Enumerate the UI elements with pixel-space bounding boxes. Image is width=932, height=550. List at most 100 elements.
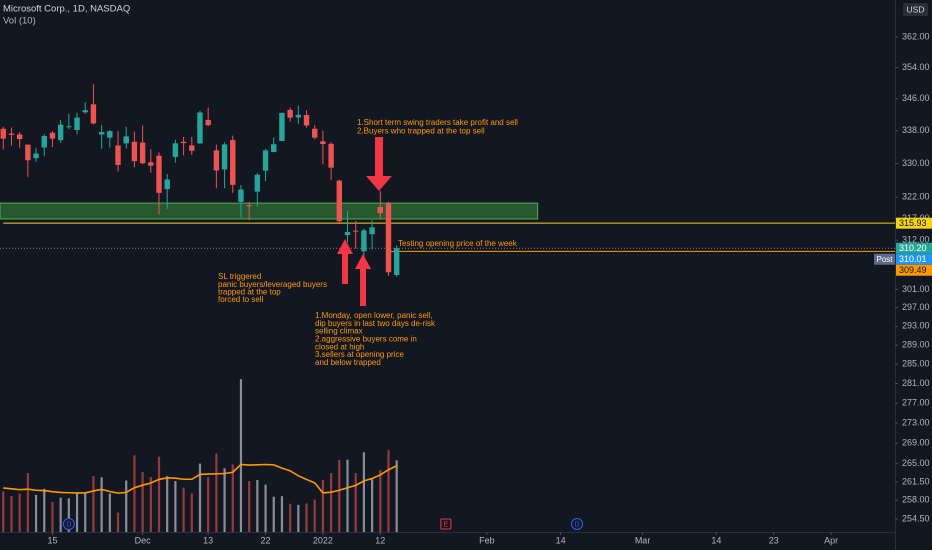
axis-layer: D E D 362.00 354.00 346.00 338.00 330.00 322.00 3… (47, 31, 932, 545)
candle-body (238, 189, 244, 202)
x-tick-label: 12 (375, 535, 385, 545)
annotation-text: 1.Short term swing traders take profit a… (357, 118, 518, 127)
annotation-text: 2.aggressive buyers come in (315, 335, 417, 344)
volume-bar (67, 498, 70, 532)
candle-body (156, 155, 162, 193)
y-tick-label: 362.00 (902, 31, 930, 41)
indicator-label: Vol (10) (3, 16, 36, 27)
volume-bar (272, 496, 275, 532)
candle-body (115, 145, 121, 165)
candle-body (82, 110, 88, 113)
x-tick-label: 2022 (313, 535, 333, 545)
back-layer (0, 202, 895, 252)
event-marker[interactable] (62, 518, 75, 530)
candle-body (254, 174, 261, 192)
volume-bar (280, 496, 284, 532)
candle-body (180, 141, 187, 144)
volume-bar (239, 379, 243, 532)
annotation-text: Testing opening price of the week (398, 239, 518, 248)
candle-body (57, 124, 64, 141)
x-tick-label: 14 (711, 535, 721, 545)
y-tick-label: 261.50 (902, 476, 930, 486)
candle-body (25, 144, 31, 161)
volume-bar (264, 484, 267, 532)
candle-body (16, 134, 23, 140)
candle-body (164, 179, 170, 190)
volume-bar (166, 476, 169, 532)
volume-bar (2, 491, 5, 532)
x-tick-label: 14 (556, 535, 566, 545)
event-marker[interactable] (570, 518, 583, 530)
chart-title: Microsoft Corp., 1D, NASDAQ (3, 4, 130, 15)
event-marker[interactable] (440, 518, 452, 530)
y-tick-label: 277.00 (902, 397, 930, 407)
candle-body (148, 162, 154, 166)
volume-bar (125, 480, 128, 532)
volume-bar (379, 470, 382, 532)
candle-body (189, 145, 195, 151)
arrow-up (337, 239, 353, 284)
candle-body (312, 128, 318, 138)
arrow-down (366, 137, 392, 191)
y-tick-label: 254.50 (902, 513, 930, 523)
event-label[interactable]: D (66, 521, 71, 528)
annotation-text: 3.sellers at opening price (315, 350, 404, 359)
currency-label[interactable]: USD (907, 4, 925, 14)
candle-body (139, 142, 146, 164)
candle-body (49, 132, 56, 139)
session-tag (874, 253, 895, 265)
price-tag (896, 242, 932, 254)
candle-body (279, 112, 285, 141)
volume-ma-line (3, 463, 398, 494)
volume-bar (362, 452, 366, 532)
price-tag (896, 264, 932, 276)
volume-bar (182, 487, 185, 532)
volume-bar (248, 481, 251, 532)
x-tick-label: Feb (479, 535, 495, 545)
candle-body (246, 205, 252, 207)
candle-body (393, 248, 400, 275)
volume-bar (330, 473, 333, 532)
volume-bar (84, 492, 87, 532)
y-tick-label: 269.00 (902, 438, 930, 448)
candle-body (41, 135, 47, 148)
arrow-up (355, 254, 371, 306)
candle-body (303, 115, 310, 126)
candle-layer (0, 84, 400, 277)
candle-body (172, 143, 179, 157)
price-tag-label: 315.93 (899, 218, 927, 228)
y-tick-label: 289.00 (902, 339, 930, 349)
volume-bar (92, 476, 95, 532)
candle-body (230, 140, 236, 185)
candle-body (98, 132, 105, 135)
volume-bar (34, 494, 38, 532)
candle-body (295, 114, 302, 118)
volume-bar (43, 488, 46, 532)
annotation-text: 1.Monday, open lower, panic sell, (315, 311, 433, 320)
volume-bar (207, 477, 210, 532)
x-tick-label: 15 (47, 535, 57, 545)
volume-bar (157, 456, 161, 532)
volume-bar (297, 504, 300, 532)
y-tick-label: 346.00 (902, 93, 930, 103)
volume-bar (370, 479, 374, 532)
volume-bar (51, 501, 54, 532)
event-label[interactable]: D (574, 521, 579, 528)
price-tag (896, 253, 932, 265)
x-tick-label: Apr (824, 535, 838, 545)
volume-bar (174, 481, 177, 532)
currency-badge[interactable] (903, 3, 928, 16)
volume-bar (116, 512, 120, 532)
annotation-layer: 1.Short term swing traders take profit a… (218, 118, 518, 367)
volume-bar (256, 479, 259, 532)
annotation-text: closed at high (315, 342, 364, 351)
volume-bar (141, 472, 144, 532)
event-label[interactable]: E (444, 521, 449, 528)
price-tag-label: 310.20 (899, 243, 927, 253)
volume-bar (231, 464, 234, 532)
candle-body (74, 117, 80, 130)
candle-body (213, 150, 220, 171)
x-tick-label: 22 (261, 535, 271, 545)
volume-bar (75, 492, 79, 532)
volume-bar (59, 497, 62, 532)
